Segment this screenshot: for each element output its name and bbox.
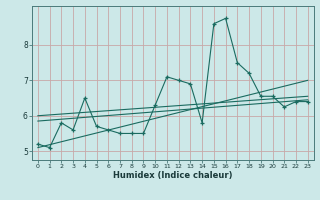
X-axis label: Humidex (Indice chaleur): Humidex (Indice chaleur) bbox=[113, 171, 233, 180]
